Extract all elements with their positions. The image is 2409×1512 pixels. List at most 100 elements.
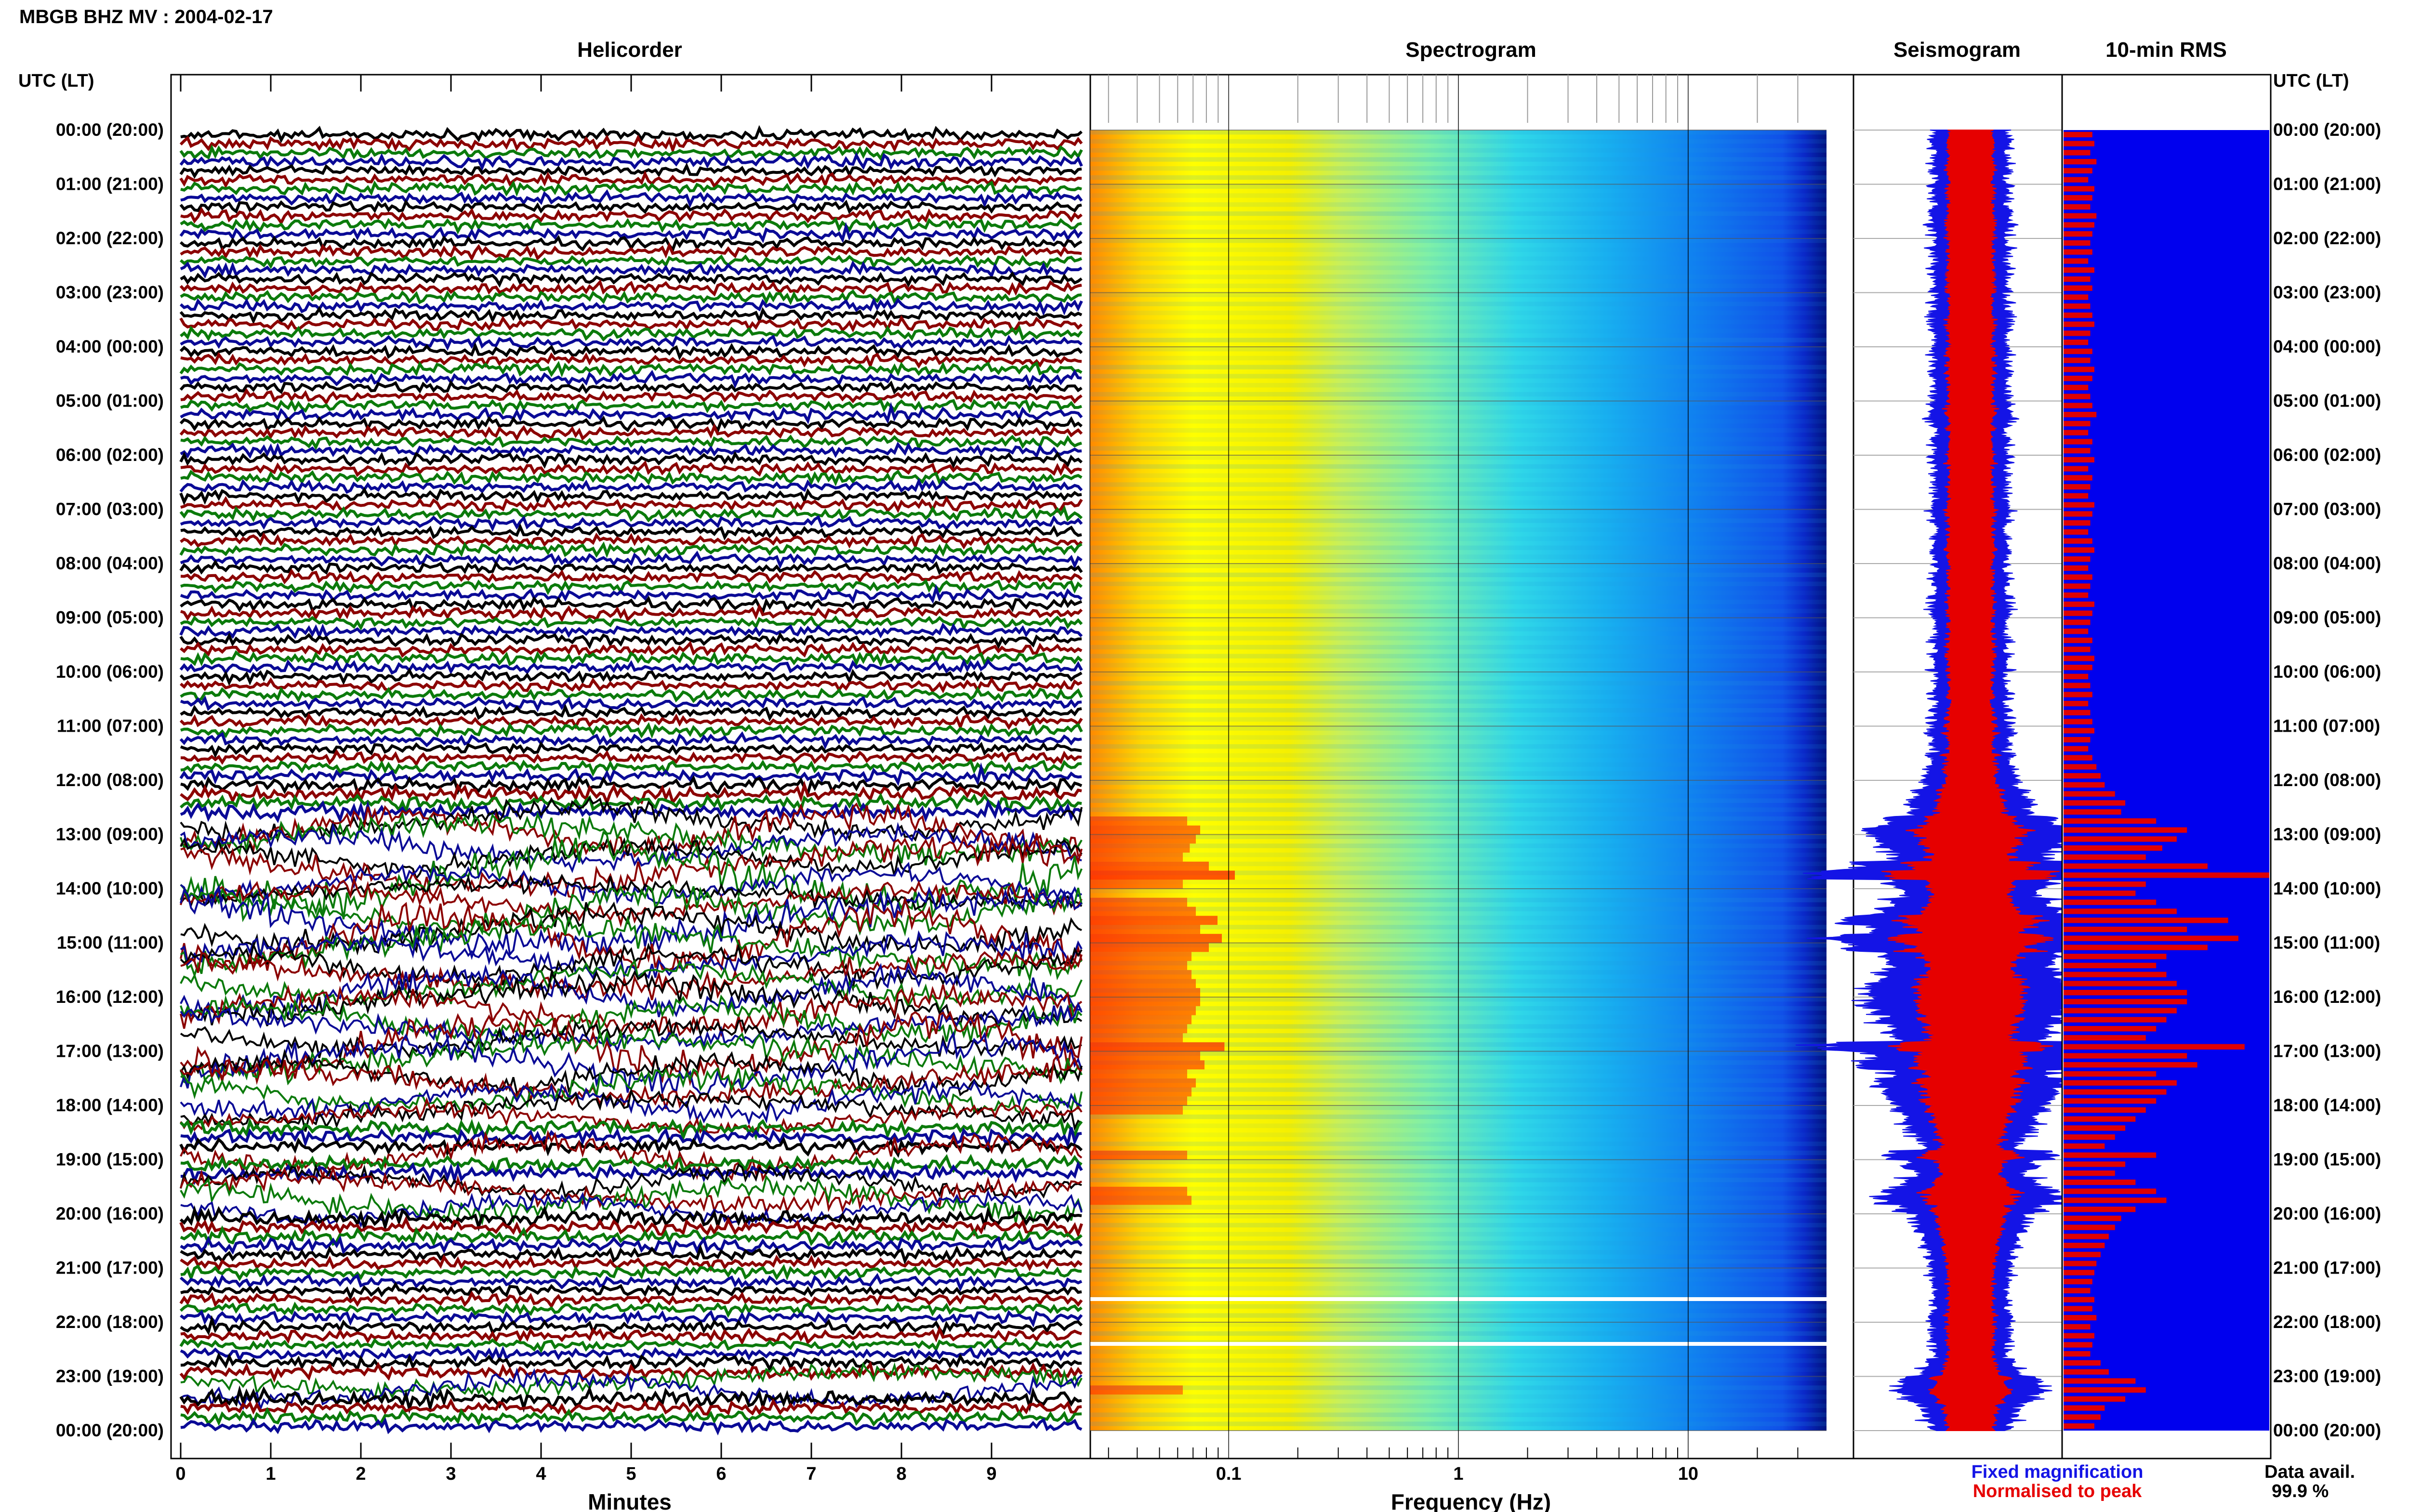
helicorder-trace: [180, 1407, 1082, 1427]
helicorder-trace: [180, 722, 1083, 739]
rms-bar: [2064, 1315, 2097, 1321]
helicorder-trace: [179, 668, 1083, 686]
row-label-right: 15:00 (11:00): [2273, 933, 2380, 953]
helicorder-trace: [180, 369, 1082, 389]
rms-bar: [2064, 926, 2187, 933]
helicorder-tick-label: 5: [626, 1464, 636, 1484]
rms-bar: [2064, 1116, 2136, 1122]
helicorder-trace: [180, 696, 1082, 712]
helicorder-trace: [179, 631, 1082, 649]
rms-bar: [2064, 177, 2089, 183]
spectrogram-energy: [1090, 1006, 1196, 1015]
helicorder-trace: [180, 1281, 1082, 1301]
helicorder-tick-label: 6: [716, 1464, 726, 1484]
rms-bar: [2064, 330, 2091, 336]
helicorder-trace: [180, 1417, 1083, 1436]
row-label-right: 19:00 (15:00): [2273, 1150, 2381, 1170]
rms-bar: [2064, 357, 2091, 363]
utc-label-right: UTC (LT): [2273, 71, 2349, 91]
spectrogram-grid: 0.1 1 10: [1090, 75, 1827, 1484]
rms-bar: [2064, 131, 2092, 138]
helicorder-trace: [180, 260, 1083, 279]
rms-bar: [2064, 1224, 2115, 1230]
helicorder-trace: [180, 402, 1083, 424]
rms-bar: [2064, 1134, 2115, 1140]
row-label-left: 22:00 (18:00): [56, 1312, 164, 1332]
spectrogram-energy: [1090, 1033, 1183, 1042]
helicorder-panel: 0 1 2 3 4 5 6 7 8 9: [170, 74, 1091, 1484]
helicorder-trace: [179, 134, 1083, 155]
helicorder-trace: [180, 603, 1083, 623]
rms-bar: [2064, 908, 2177, 914]
row-label-right: 00:00 (20:00): [2273, 1420, 2381, 1440]
helicorder-trace: [180, 217, 1082, 235]
helicorder-trace: [180, 822, 1082, 873]
row-label-right: 09:00 (05:00): [2273, 608, 2381, 628]
rms-bar: [2064, 1270, 2094, 1275]
row-label-right: 01:00 (21:00): [2273, 174, 2381, 194]
rms-bar: [2064, 1089, 2167, 1095]
helicorder-trace: [180, 1001, 1083, 1053]
rms-bar: [2064, 475, 2092, 481]
spectrogram-energy: [1090, 1015, 1191, 1025]
helicorder-trace: [180, 799, 1083, 825]
rms-bar: [2064, 918, 2228, 923]
rms-bar: [2064, 1017, 2167, 1023]
spectrogram-energy: [1090, 897, 1187, 907]
rms-bar: [2064, 845, 2162, 851]
seismogram-normalised-trace: [1881, 130, 2060, 1431]
helicorder-trace: [180, 325, 1083, 342]
rms-bar: [2064, 457, 2094, 463]
helicorder-trace: [180, 1362, 1083, 1400]
helicorder-trace: [180, 1079, 1082, 1126]
rms-bar: [2064, 701, 2089, 707]
helicorder-trace: [180, 740, 1082, 759]
helicorder-trace: [179, 762, 1082, 787]
rms-bar: [2064, 168, 2092, 174]
helicorder-trace: [180, 532, 1083, 551]
rms-bar: [2064, 1234, 2109, 1239]
helicorder-trace: [180, 125, 1083, 144]
spectrogram-energy: [1090, 907, 1196, 916]
spectrogram-energy: [1090, 943, 1209, 952]
helicorder-trace: [179, 279, 1082, 297]
spectrogram-energy: [1090, 1060, 1204, 1070]
rms-bar: [2064, 249, 2092, 255]
rms-bar: [2064, 231, 2092, 237]
helicorder-trace: [179, 478, 1083, 494]
row-label-left: 08:00 (04:00): [56, 553, 164, 573]
rms-bar: [2064, 213, 2097, 219]
spectrogram-energy: [1090, 825, 1200, 835]
helicorder-trace: [180, 1235, 1083, 1256]
helicorder-trace: [180, 206, 1083, 226]
rms-bar: [2064, 1297, 2094, 1302]
row-label-left: 13:00 (09:00): [56, 825, 164, 844]
helicorder-trace: [179, 380, 1083, 394]
spectrogram-energy: [1090, 1069, 1187, 1078]
rms-bar: [2064, 962, 2157, 969]
rms-bar: [2064, 384, 2089, 391]
helicorder-trace: [179, 658, 1083, 675]
row-label-right: 18:00 (14:00): [2273, 1095, 2381, 1115]
row-label-left: 10:00 (06:00): [56, 662, 164, 682]
helicorder-trace: [180, 749, 1082, 767]
rms-bar: [2064, 809, 2121, 815]
rms-bar: [2064, 945, 2208, 950]
rms-bar: [2064, 1333, 2094, 1339]
helicorder-tick-label: 0: [175, 1464, 185, 1484]
helicorder-traces: [179, 125, 1083, 1436]
helicorder-trace: [180, 584, 1083, 604]
helicorder-trace: [179, 731, 1082, 750]
helicorder-trace: [180, 334, 1083, 351]
helicorder-trace: [179, 713, 1083, 731]
rms-bar: [2064, 791, 2115, 797]
helicorder-trace: [180, 775, 1083, 797]
rms-bar: [2064, 439, 2092, 445]
rms-bar: [2064, 1378, 2136, 1384]
spectrogram-energy: [1090, 961, 1187, 970]
row-label-right: 17:00 (13:00): [2273, 1041, 2381, 1061]
rms-bar: [2064, 1423, 2094, 1429]
helicorder-trace: [179, 1117, 1083, 1142]
spectrogram-energy: [1090, 870, 1235, 880]
rms-bar: [2064, 1044, 2245, 1050]
